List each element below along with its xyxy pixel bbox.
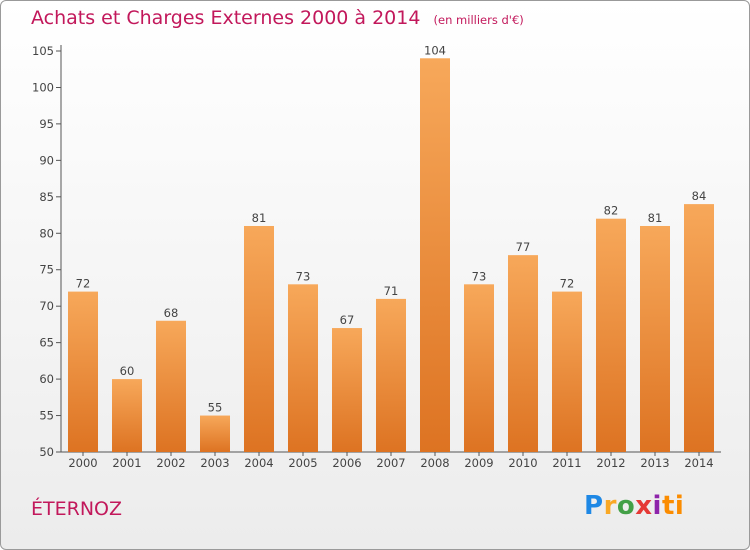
chart-title: Achats et Charges Externes 2000 à 2014 <box>31 7 421 29</box>
x-tick-label: 2013 <box>640 456 669 470</box>
x-tick-label: 2014 <box>684 456 713 470</box>
bar-value-label: 81 <box>252 211 267 225</box>
x-tick-label: 2003 <box>200 456 229 470</box>
y-tick-label: 105 <box>32 44 54 58</box>
x-tick-label: 2010 <box>508 456 537 470</box>
place-name: ÉTERNOZ <box>31 498 123 520</box>
bar-value-label: 60 <box>120 364 135 378</box>
x-tick-label: 2001 <box>112 456 141 470</box>
x-tick-label: 2006 <box>332 456 361 470</box>
x-tick-label: 2008 <box>420 456 449 470</box>
x-tick-label: 2009 <box>464 456 493 470</box>
y-tick-label: 70 <box>39 299 54 313</box>
bar-value-label: 72 <box>560 277 575 291</box>
x-tick-label: 2002 <box>156 456 185 470</box>
bar <box>200 415 230 452</box>
y-tick-label: 95 <box>39 117 54 131</box>
proxiti-logo: Proxiti <box>584 491 685 521</box>
bar <box>244 225 274 452</box>
y-tick-label: 65 <box>39 336 54 350</box>
chart-subtitle: (en milliers d'€) <box>433 13 524 27</box>
x-tick-label: 2004 <box>244 456 273 470</box>
bar <box>112 379 142 452</box>
bar <box>332 328 362 452</box>
x-tick-label: 2012 <box>596 456 625 470</box>
bar-value-label: 81 <box>648 211 663 225</box>
x-tick-label: 2007 <box>376 456 405 470</box>
bar-value-label: 68 <box>164 306 179 320</box>
bar-value-label: 104 <box>424 43 446 57</box>
y-tick-label: 50 <box>39 445 54 459</box>
y-tick-label: 80 <box>39 226 54 240</box>
title-row: Achats et Charges Externes 2000 à 2014 (… <box>31 7 524 29</box>
x-tick-label: 2011 <box>552 456 581 470</box>
y-tick-label: 60 <box>39 372 54 386</box>
bar <box>420 58 450 453</box>
y-tick-label: 75 <box>39 263 54 277</box>
bar <box>288 284 318 452</box>
bar <box>596 218 626 452</box>
bar-value-label: 55 <box>208 401 223 415</box>
x-tick-label: 2000 <box>68 456 97 470</box>
bar <box>640 225 670 452</box>
bar <box>156 320 186 452</box>
y-tick-label: 85 <box>39 190 54 204</box>
bar-value-label: 71 <box>384 284 399 298</box>
y-tick-label: 100 <box>32 80 54 94</box>
bar-value-label: 82 <box>604 204 619 218</box>
bar <box>376 298 406 452</box>
bar <box>508 255 538 452</box>
y-tick-label: 55 <box>39 409 54 423</box>
y-tick-label: 90 <box>39 153 54 167</box>
bar <box>552 291 582 452</box>
x-tick-label: 2005 <box>288 456 317 470</box>
bar-value-label: 73 <box>472 269 487 283</box>
bar-value-label: 77 <box>516 240 531 254</box>
bar-value-label: 67 <box>340 313 355 327</box>
bar <box>68 291 98 452</box>
bar-value-label: 84 <box>692 189 707 203</box>
bar <box>464 284 494 452</box>
bar-value-label: 72 <box>76 277 91 291</box>
bar <box>684 204 714 452</box>
bar-value-label: 73 <box>296 269 311 283</box>
